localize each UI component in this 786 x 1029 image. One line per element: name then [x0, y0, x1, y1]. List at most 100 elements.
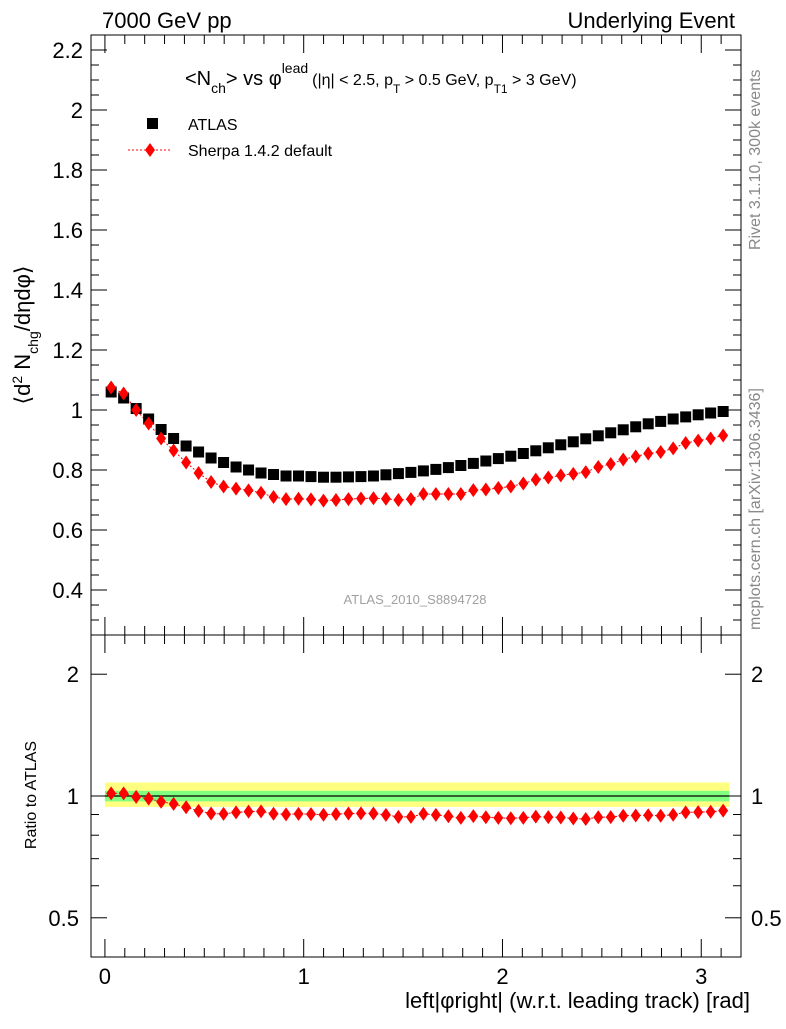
atlas-point — [430, 463, 442, 475]
mc-point — [256, 485, 267, 500]
ratio-panel: 0.5 0.5 1 1 2 2 0 1 2 3 — [48, 634, 782, 989]
ratio-ytick-label-left: 1 — [67, 784, 79, 809]
ratio-mc-point — [305, 807, 316, 822]
mc-point — [680, 436, 691, 450]
ratio-mc-point — [468, 809, 479, 824]
mc-point — [693, 433, 704, 448]
atlas-point — [705, 407, 717, 419]
ratio-mc-point — [156, 794, 167, 809]
plot-title: <Nch> vs φlead(|η| < 2.5, pT > 0.5 GeV, … — [185, 60, 577, 96]
atlas-point — [330, 471, 342, 483]
ratio-mc-point — [455, 810, 466, 825]
ratio-mc-point — [718, 803, 729, 818]
title-cuts-a: (|η| < 2.5, p — [312, 72, 393, 89]
atlas-point — [455, 460, 467, 471]
main-series — [105, 380, 729, 508]
atlas-point — [592, 430, 604, 442]
mc-point — [156, 431, 167, 446]
mc-point — [530, 472, 541, 487]
ratio-mc-point — [268, 806, 279, 821]
atlas-point — [255, 467, 267, 479]
mc-point — [243, 483, 254, 498]
ratio-mc-point — [243, 804, 254, 819]
title-phi: φ — [269, 68, 282, 90]
mc-point — [281, 492, 292, 507]
ratio-mc-point — [393, 809, 404, 824]
title-lead-sup: lead — [282, 60, 308, 76]
atlas-point — [168, 433, 180, 444]
mc-point — [380, 491, 391, 506]
mc-point — [480, 482, 491, 497]
legend-sherpa-label: Sherpa 1.4.2 default — [188, 143, 333, 160]
ratio-series — [106, 786, 729, 827]
mc-point — [468, 483, 479, 498]
title-sub-t1: T1 — [494, 82, 508, 96]
atlas-point — [542, 442, 554, 454]
ylab-open: ⟨d — [10, 384, 35, 405]
ratio-ytick-label-left: 2 — [67, 662, 79, 687]
mc-point — [518, 476, 529, 491]
ratio-mc-point — [181, 800, 192, 815]
mc-point — [318, 493, 329, 508]
atlas-point — [380, 469, 392, 481]
ratio-xtick-label: 3 — [695, 964, 707, 989]
ratio-mc-point — [131, 789, 142, 804]
atlas-point — [205, 452, 217, 464]
main-axis-tick-labels: 0.4 0.6 0.8 1 1.2 1.4 1.6 1.8 2 2.2 — [52, 38, 83, 603]
ratio-xtick-label: 0 — [99, 964, 111, 989]
ratio-mc-point — [655, 808, 666, 823]
ratio-mc-point — [530, 809, 541, 824]
mc-point — [143, 416, 154, 431]
mc-point — [330, 493, 341, 507]
atlas-point — [630, 421, 642, 433]
atlas-point — [642, 418, 654, 430]
mc-point — [630, 449, 641, 464]
ylab-sup2: 2 — [9, 376, 25, 384]
mc-point — [505, 479, 516, 494]
ratio-mc-point — [443, 809, 454, 824]
ylab-rest: /dηdφ⟩ — [10, 266, 35, 332]
atlas-point — [467, 457, 479, 469]
y-axis-label-top: ⟨d2 Nchg/dηdφ⟩ — [9, 266, 41, 405]
main-ytick-label: 2.2 — [52, 38, 83, 63]
atlas-point — [218, 457, 230, 468]
ratio-xtick-label: 2 — [496, 964, 508, 989]
ratio-mc-point — [643, 808, 654, 823]
atlas-point — [355, 471, 367, 483]
main-ytick-label: 1 — [71, 398, 83, 423]
legend-atlas-marker — [147, 118, 158, 129]
atlas-point — [317, 471, 329, 483]
title-open: <N — [185, 68, 211, 90]
ratio-mc-point — [593, 810, 604, 825]
ratio-mc-point — [106, 786, 117, 801]
atlas-point — [655, 415, 667, 427]
atlas-point — [367, 470, 379, 482]
atlas-point — [180, 440, 192, 452]
mc-point — [618, 452, 629, 467]
atlas-point — [667, 413, 679, 425]
atlas-point — [580, 433, 592, 445]
main-ytick-label: 1.6 — [52, 218, 83, 243]
mc-point — [705, 431, 716, 446]
mc-point — [293, 491, 304, 506]
mc-point — [393, 493, 404, 507]
atlas-point — [193, 446, 205, 458]
mc-point — [218, 479, 229, 494]
main-ytick-label: 0.8 — [52, 458, 83, 483]
mc-point — [268, 490, 279, 504]
atlas-point — [342, 471, 354, 483]
atlas-point — [505, 450, 517, 462]
mc-point — [443, 487, 454, 501]
ratio-axis-tick-labels: 0.5 0.5 1 1 2 2 0 1 2 3 — [48, 662, 781, 989]
title-mid: > vs — [226, 68, 269, 90]
mc-point — [355, 491, 366, 506]
legend-atlas-label: ATLAS — [188, 117, 238, 134]
title-nch-sub: ch — [211, 80, 226, 96]
atlas-point — [605, 427, 617, 439]
ratio-bands — [104, 782, 730, 807]
atlas-point — [230, 461, 242, 473]
ratio-mc-point — [568, 811, 579, 826]
main-axis-ticks — [91, 34, 741, 636]
main-ytick-label: 0.6 — [52, 518, 83, 543]
ratio-mc-point — [380, 807, 391, 822]
